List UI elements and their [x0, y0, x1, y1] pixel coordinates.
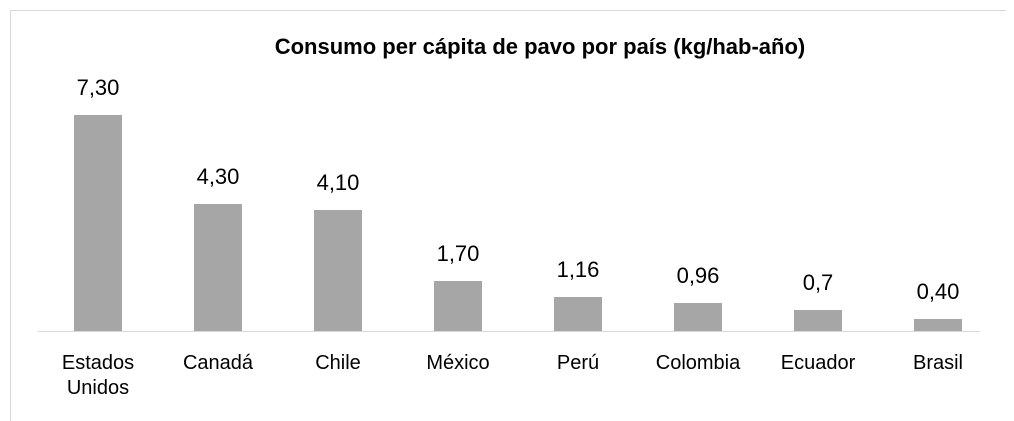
bar	[554, 296, 602, 331]
x-tick-label: Perú	[556, 352, 600, 374]
data-label: 4,10	[316, 169, 360, 195]
x-tick-label: Canadá	[182, 352, 254, 374]
data-label: 7,30	[76, 75, 120, 100]
x-axis-line	[38, 331, 980, 332]
chart-frame	[10, 10, 1006, 421]
x-tick-label: Brasil	[912, 352, 963, 374]
bar	[314, 209, 362, 331]
bar	[434, 280, 482, 331]
x-tick-label: Ecuador	[780, 352, 856, 374]
bar	[794, 310, 842, 331]
data-label: 4,30	[196, 163, 240, 189]
data-label: 1,70	[436, 240, 480, 266]
x-tick-label: Estados Unidos	[61, 352, 135, 399]
bar	[194, 203, 242, 331]
data-label: 0,96	[676, 262, 720, 288]
x-tick-label: Colombia	[655, 352, 741, 374]
bar	[914, 319, 962, 331]
bar	[674, 302, 722, 331]
data-label: 1,16	[556, 256, 600, 282]
data-label: 0,40	[916, 279, 960, 305]
x-tick-label: Chile	[315, 352, 361, 374]
chart-title: Consumo per cápita de pavo por país (kg/…	[274, 34, 806, 59]
x-tick-label: México	[426, 352, 490, 374]
data-label: 0,7	[802, 270, 834, 296]
bar	[74, 115, 122, 331]
